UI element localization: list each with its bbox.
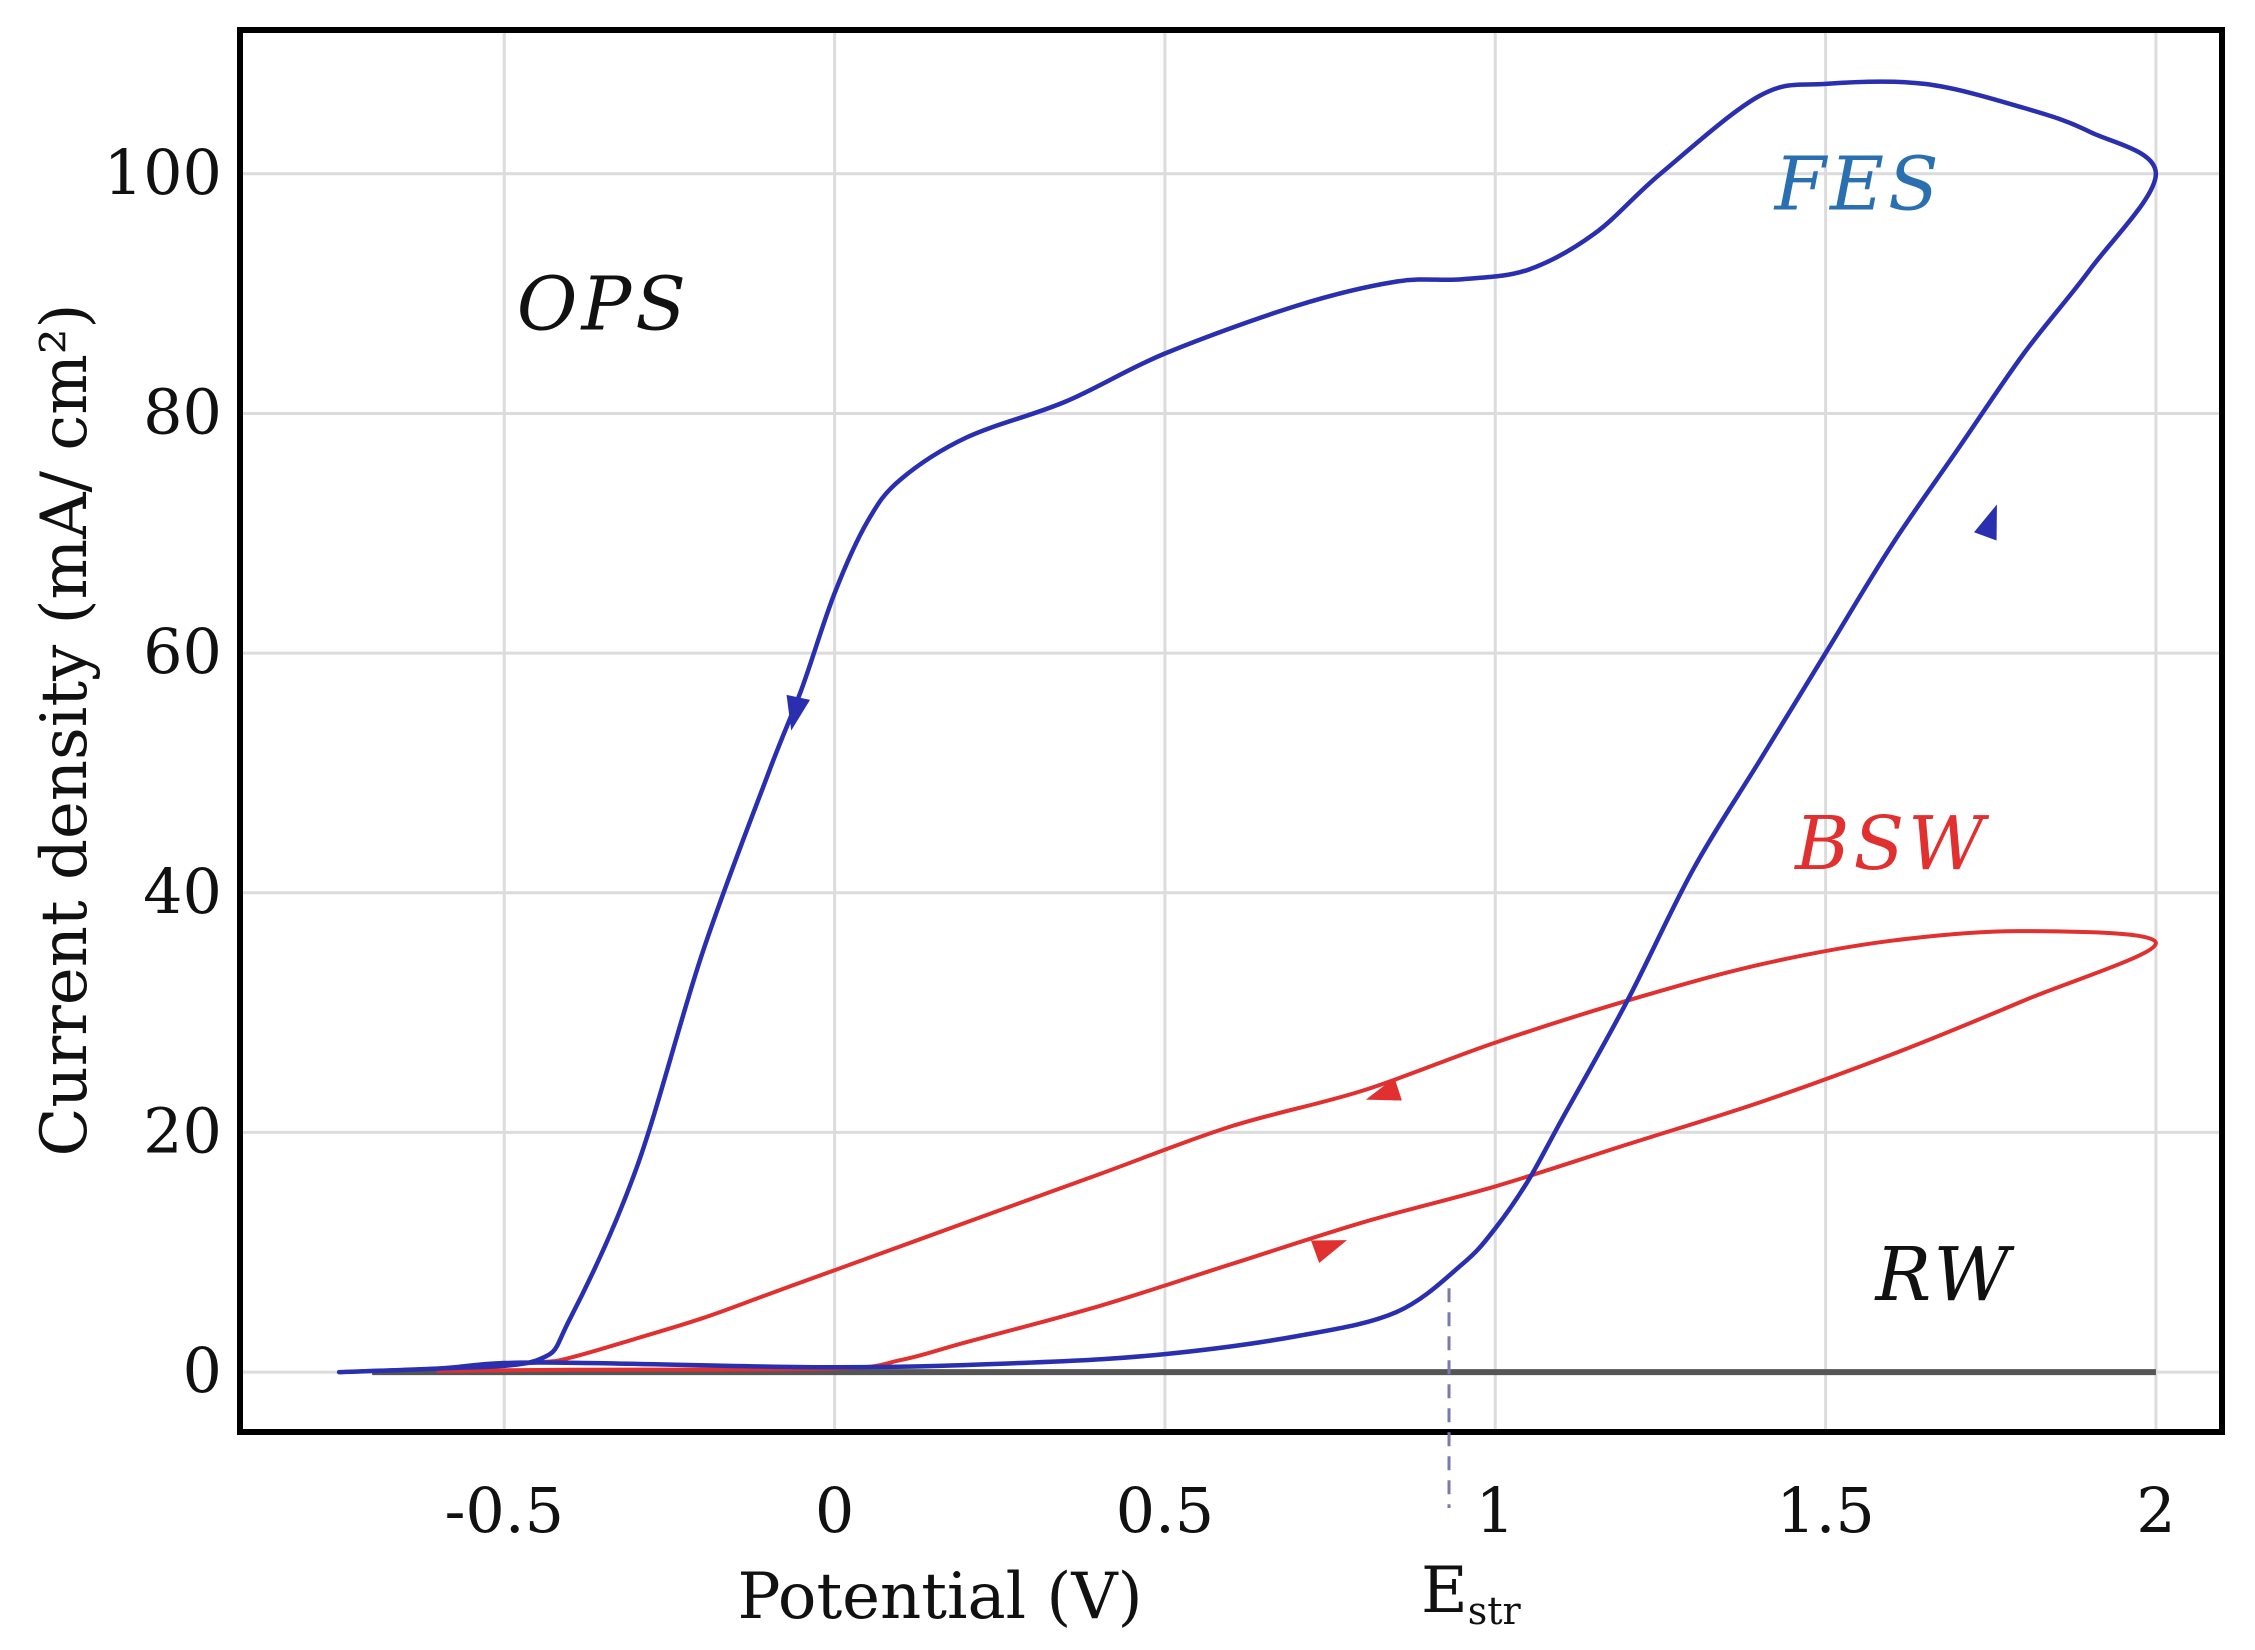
x-tick-label-5: 2	[2136, 1474, 2175, 1547]
y-tick-label-4: 80	[143, 375, 222, 448]
fes-series-line	[336, 79, 2159, 1375]
bsw-direction-arrow-1	[1310, 1240, 1348, 1264]
fes-annotation: FES	[1773, 142, 1943, 228]
y-axis-title: Current density (mA/ cm²)	[28, 303, 102, 1156]
bsw-series-line	[337, 929, 2158, 1375]
x-tick-label-0: -0.5	[444, 1474, 564, 1547]
x-axis-title: Potential (V)	[737, 1560, 1142, 1634]
grid	[240, 30, 2222, 1432]
arrow-layer	[786, 504, 1997, 1264]
bsw-direction-arrow-0	[1365, 1077, 1402, 1101]
y-tick-label-1: 20	[143, 1094, 222, 1167]
y-tick-label-5: 100	[104, 136, 222, 209]
x-tick-labels: -0.5 0 0.5 1 1.5 2	[444, 1474, 2175, 1547]
y-tick-labels: 0 20 40 60 80 100	[104, 136, 222, 1407]
y-tick-label-3: 60	[143, 615, 222, 688]
series-layer	[336, 79, 2159, 1375]
y-tick-label-2: 40	[143, 855, 222, 928]
fes-direction-arrow-0	[786, 694, 811, 731]
fes-direction-arrow-1	[1974, 504, 1997, 541]
x-tick-label-3: 1	[1476, 1474, 1515, 1547]
reference-line-layer: Estr	[1421, 1288, 1522, 1633]
estr-label: Estr	[1421, 1554, 1521, 1633]
x-tick-label-1: 0	[815, 1474, 854, 1547]
ops-annotation: OPS	[517, 262, 690, 348]
x-tick-label-2: 0.5	[1116, 1474, 1215, 1547]
x-tick-label-4: 1.5	[1776, 1474, 1875, 1547]
bsw-annotation: BSW	[1793, 801, 1990, 887]
y-tick-label-0: 0	[183, 1334, 222, 1407]
annotations: OPS FES BSW RW	[517, 142, 2015, 1318]
rw-annotation: RW	[1873, 1232, 2015, 1318]
plot-frame	[237, 27, 2225, 1435]
